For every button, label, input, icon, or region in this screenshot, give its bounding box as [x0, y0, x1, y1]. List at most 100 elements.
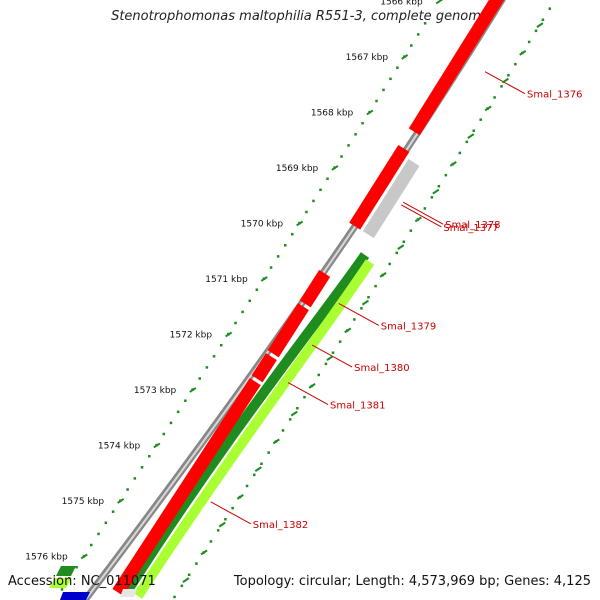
scale-dot [191, 388, 194, 391]
inner-scale-dots [173, 7, 552, 599]
gene-leader-Smal_1381 [287, 382, 329, 405]
inner-scale-dot [216, 529, 220, 532]
white-feature-corner[interactable] [120, 589, 137, 597]
tick-label-1575: 1575 kbp [62, 497, 105, 507]
inner-scale-dot [253, 473, 256, 477]
inner-scale-mark [218, 521, 226, 528]
scale-dot [276, 255, 280, 258]
scale-dot [396, 66, 399, 69]
inner-scale-mark [290, 410, 298, 417]
inner-scale-dot [500, 85, 503, 88]
inner-scale-dot [409, 229, 413, 232]
scale-dot [326, 177, 329, 180]
inner-scale-mark [236, 494, 244, 500]
gene-label-Smal_1381[interactable]: Smal_1381 [330, 401, 385, 412]
scale-dot [333, 166, 336, 169]
inner-scale-dot [465, 140, 469, 144]
scale-dot [82, 554, 86, 558]
inner-scale-mark [272, 438, 280, 445]
inner-scale-dot [367, 296, 370, 299]
scale-dot [298, 221, 301, 225]
inner-scale-mark [200, 549, 208, 556]
scale-dot [347, 144, 350, 147]
gene-label-Smal_1382[interactable]: Smal_1382 [253, 520, 308, 531]
inner-scale-dot [260, 462, 263, 465]
inner-scale-mark [397, 244, 405, 250]
scale-dot [319, 188, 322, 192]
scale-dot [162, 432, 166, 436]
scale-dot [219, 343, 223, 347]
gene-label-Smal_1377[interactable]: Smal_1377 [443, 223, 498, 234]
inner-scale-dot [472, 129, 476, 132]
inner-scale-dot [331, 351, 335, 354]
tick-label-1571: 1571 kbp [205, 275, 248, 285]
scale-dot [410, 44, 413, 47]
scale-dot [389, 77, 392, 81]
inner-scale-mark [467, 133, 475, 139]
inner-scale-dot [541, 18, 545, 21]
gene-Smal_1378[interactable] [349, 144, 410, 230]
tick-label-1569: 1569 kbp [276, 164, 319, 174]
gene-label-Smal_1380[interactable]: Smal_1380 [354, 363, 409, 374]
scale-dot [148, 454, 151, 458]
scale-dot [241, 310, 244, 314]
inner-scale-mark [519, 50, 527, 56]
inner-scale-dot [507, 74, 510, 77]
scale-dot [234, 321, 237, 325]
inner-scale-dot [187, 573, 191, 576]
tick-label-1576: 1576 kbp [25, 552, 68, 562]
inner-scale-dot [245, 484, 249, 488]
scale-dot [354, 133, 357, 136]
scale-dot [368, 110, 371, 114]
gene-Smal_1376[interactable] [408, 0, 507, 136]
scale-dot [416, 33, 420, 36]
inner-scale-dot [324, 362, 328, 366]
scale-dot [212, 355, 216, 358]
inner-scale-dot [224, 518, 227, 521]
inner-scale-mark [536, 22, 544, 28]
tick-label-1573: 1573 kbp [134, 386, 177, 396]
inner-scale-mark [484, 105, 492, 112]
scale-dot [340, 155, 343, 158]
scale-dot [361, 121, 364, 125]
scale-dot [104, 521, 108, 525]
scale-dot [305, 210, 308, 214]
gene-label-Smal_1379[interactable]: Smal_1379 [381, 321, 436, 332]
gene-Smal_1382[interactable] [112, 378, 261, 597]
dark-green-feature-corner[interactable] [56, 566, 76, 576]
genome-stats: Topology: circular; Length: 4,573,969 bp… [233, 574, 591, 589]
gene-Smal_1379[interactable] [299, 269, 331, 308]
scale-dot [227, 332, 230, 336]
inner-scale-dot [458, 151, 462, 155]
gene-Smal_1380[interactable] [267, 303, 309, 358]
inner-scale-dot [288, 418, 292, 421]
scale-dot [375, 99, 378, 103]
gene-label-Smal_1376[interactable]: Smal_1376 [527, 90, 582, 101]
gene-Smal_1377[interactable] [362, 159, 420, 239]
inner-scale-dot [548, 7, 552, 10]
gene-label-Smal_1378[interactable]: Smal_1378 [445, 220, 500, 231]
scale-dot [140, 466, 144, 469]
inner-scale-dot [402, 240, 406, 243]
inner-scale-mark [254, 466, 262, 472]
inner-scale-mark [344, 327, 352, 334]
inner-scale-dot [534, 29, 538, 33]
tick-label-1574: 1574 kbp [98, 441, 141, 451]
inner-scale-dot [173, 595, 176, 599]
genome-title: Stenotrophomonas maltophilia R551-3, com… [111, 9, 489, 24]
tick-mark-1566 [435, 0, 443, 5]
ticks-layer: 1566 kbp 1567 kbp 1568 kbp 1569 kbp 1570 kbp… [25, 0, 443, 591]
scale-dot [205, 366, 209, 369]
gene-leader-Smal_1382 [210, 501, 252, 525]
scale-dot [255, 288, 259, 291]
inner-scale-dot [180, 584, 184, 588]
inner-scale-mark [361, 299, 369, 306]
scale-dot [184, 399, 187, 402]
gene-Smal_1381[interactable] [251, 353, 277, 383]
green-feature-corner[interactable] [49, 578, 72, 588]
blue-feature[interactable] [60, 592, 90, 600]
inner-scale-dot [527, 40, 531, 44]
cds-band-light-green[interactable] [133, 259, 375, 599]
cds-band-dark-green[interactable] [123, 252, 370, 593]
